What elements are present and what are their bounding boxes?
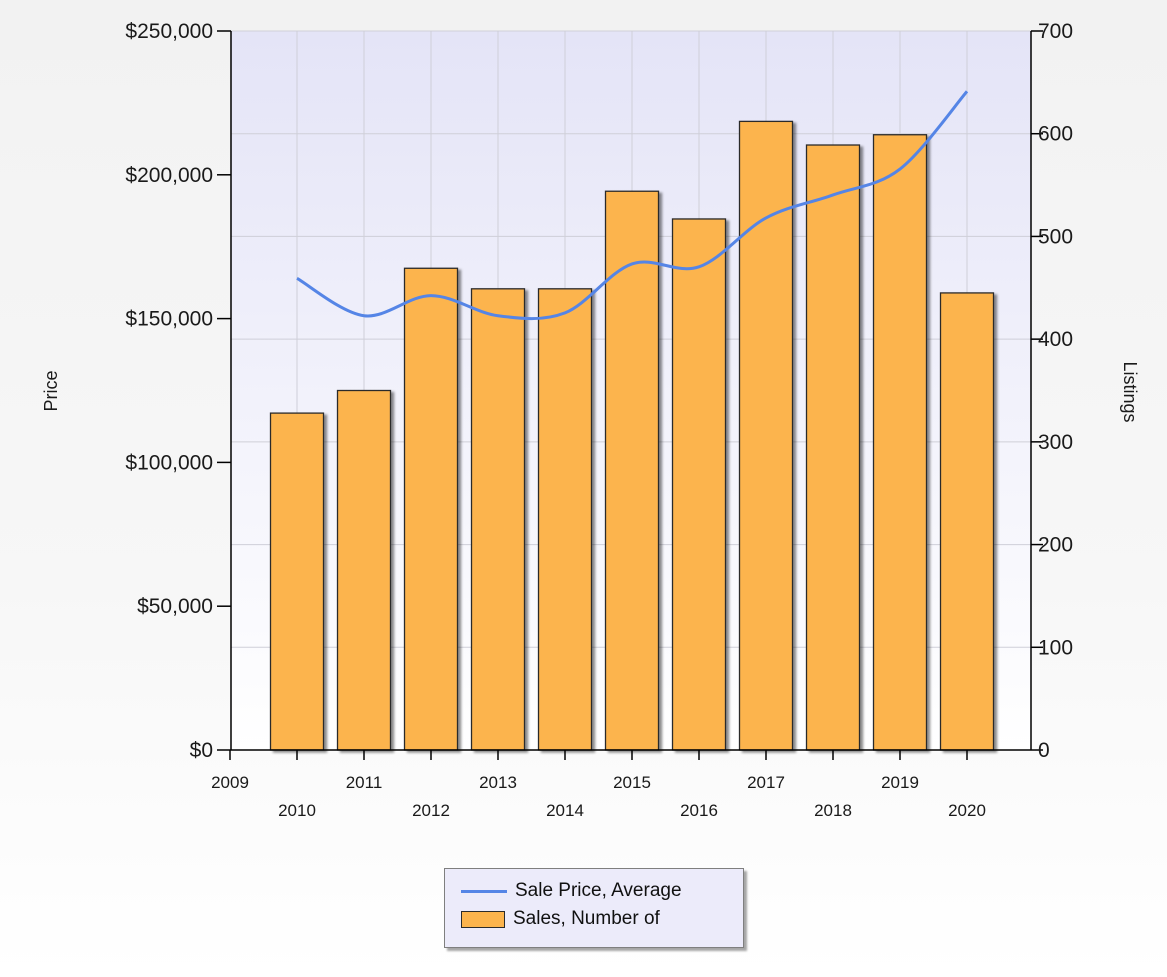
x-tick-label: 2020 [948,801,986,820]
x-tick-label: 2011 [346,773,383,792]
y-right-tick-label: 600 [1038,123,1073,146]
y-right-tick-label: 500 [1038,225,1073,248]
x-tick-label: 2015 [613,773,651,792]
x-tick-label: 2017 [747,773,785,792]
bar [939,292,995,751]
y-tick-label: $250,000 [125,20,213,43]
bar [805,144,861,751]
bar [738,120,794,751]
axes [217,30,1043,760]
y-right-tick-label: 400 [1038,328,1073,351]
bar [671,218,727,751]
y-right-tick-label: 300 [1038,431,1073,454]
bar [872,134,928,751]
x-tick-label: 2014 [546,801,584,820]
bar [403,267,459,751]
x-tick-label: 2016 [680,801,718,820]
x-tick-label: 2018 [814,801,852,820]
line-series [296,90,969,321]
tick-labels: $0 $50,000 $100,000 $150,000 $200,000 $250,00… [125,20,1073,820]
y-right-tick-label: 200 [1038,534,1073,557]
legend-label: Sale Price, Average [515,880,682,901]
bar [470,288,526,751]
y-tick-label: $50,000 [137,595,213,618]
legend-item-bar: Sales, Number of [461,907,660,931]
x-tick-label: 2010 [278,801,316,820]
bar [269,412,325,751]
bar [336,389,392,751]
x-tick-label: 2012 [412,801,450,820]
x-tick-label: 2009 [211,773,249,792]
sale-price-line [296,90,969,321]
y-tick-label: $100,000 [125,451,213,474]
legend-bar-swatch [461,910,505,928]
bar-series [269,120,995,751]
y-axis-right-title: Listings [1120,361,1140,422]
legend-item-line: Sale Price, Average [461,879,682,903]
legend-line-swatch [461,889,507,893]
y-right-tick-label: 0 [1038,739,1050,762]
legend: Sale Price, Average Sales, Number of [444,868,744,948]
legend-label: Sales, Number of [513,908,660,929]
x-tick-label: 2019 [881,773,919,792]
bar [537,288,593,751]
y-tick-label: $0 [190,739,213,762]
y-right-tick-label: 700 [1038,20,1073,43]
y-axis-title: Price [41,370,61,411]
y-tick-label: $150,000 [125,308,213,331]
y-tick-label: $200,000 [125,164,213,187]
x-tick-label: 2013 [479,773,517,792]
y-right-tick-label: 100 [1038,636,1073,659]
